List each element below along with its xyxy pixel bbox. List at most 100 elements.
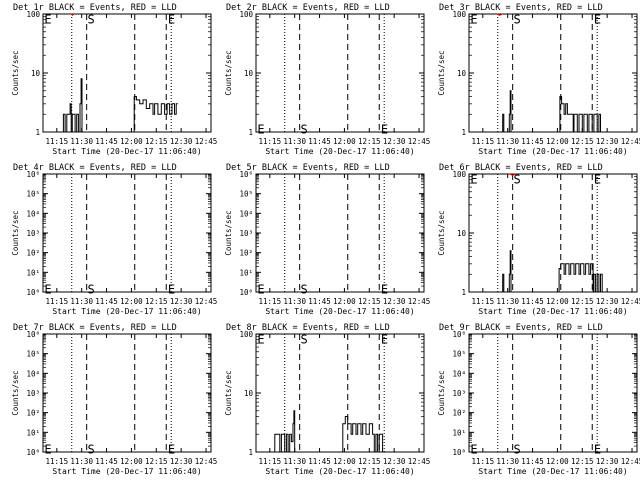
marker-label-e: E <box>470 172 477 186</box>
y-tick-label: 1 <box>248 128 253 137</box>
x-tick-label: 11:45 <box>308 297 331 306</box>
plot-frame <box>468 13 638 133</box>
x-tick-label: 11:15 <box>46 297 69 306</box>
x-tick-label: 12:45 <box>408 457 431 466</box>
y-tick-label: 100 <box>26 10 40 19</box>
y-tick-label: 10 <box>457 229 467 238</box>
x-tick-label: 12:45 <box>195 137 218 146</box>
y-tick-label: 1 <box>35 128 40 137</box>
x-tick-label: 12:30 <box>596 137 619 146</box>
panel-title: Det 8r BLACK = Events, RED = LLD <box>226 323 390 333</box>
y-axis-label: Counts/sec <box>11 210 20 255</box>
x-tick-label: 12:45 <box>621 297 640 306</box>
panel-5: Det 5r BLACK = Events, RED = LLD 11:15 11:… <box>224 163 430 316</box>
marker-label-e: E <box>381 282 388 296</box>
x-axis-label: Start Time (20-Dec-17 11:06:40) <box>52 147 201 156</box>
x-tick-label: 12:30 <box>383 297 406 306</box>
lld-series <box>509 173 517 176</box>
x-tick-label: 11:15 <box>472 457 495 466</box>
x-tick-label: 11:30 <box>70 137 93 146</box>
marker-label-s: S <box>513 442 520 456</box>
plot-frame <box>255 13 425 133</box>
x-axis-label: Start Time (20-Dec-17 11:06:40) <box>52 307 201 316</box>
x-tick-label: 12:00 <box>120 137 143 146</box>
x-axis-label: Start Time (20-Dec-17 11:06:40) <box>265 147 414 156</box>
x-tick-label: 11:15 <box>259 297 282 306</box>
y-tick-label: 10⁶ <box>26 170 40 179</box>
y-axis-label: Counts/sec <box>11 50 20 95</box>
x-tick-label: 12:15 <box>358 457 381 466</box>
x-tick-label: 12:00 <box>120 297 143 306</box>
marker-label-e: E <box>594 172 601 186</box>
marker-label-e: E <box>44 442 51 456</box>
marker-label-e: E <box>381 332 388 346</box>
y-tick-label: 1 <box>248 448 253 457</box>
events-series <box>502 90 601 133</box>
y-tick-label: 10³ <box>26 229 40 238</box>
marker-label-s: S <box>300 122 307 136</box>
y-tick-label: 10³ <box>26 389 40 398</box>
y-axis-label: Counts/sec <box>437 50 446 95</box>
marker-label-e: E <box>168 12 175 26</box>
marker-label-e: E <box>44 282 51 296</box>
panel-9: Det 9r BLACK = Events, RED = LLD 11:15 11:… <box>437 323 640 476</box>
x-tick-label: 12:00 <box>546 137 569 146</box>
x-tick-label: 12:15 <box>358 297 381 306</box>
x-tick-label: 12:00 <box>546 297 569 306</box>
x-tick-label: 12:30 <box>596 297 619 306</box>
x-tick-label: 12:00 <box>120 457 143 466</box>
marker-label-e: E <box>594 442 601 456</box>
y-axis-label: Counts/sec <box>437 210 446 255</box>
x-tick-label: 12:15 <box>571 457 594 466</box>
x-tick-label: 12:45 <box>408 137 431 146</box>
x-tick-label: 12:00 <box>546 457 569 466</box>
y-axis-label: Counts/sec <box>224 370 233 415</box>
marker-label-s: S <box>87 442 94 456</box>
events-series <box>274 410 384 453</box>
plot-frame <box>42 173 212 293</box>
y-tick-label: 10⁰ <box>26 288 40 297</box>
x-axis-label: Start Time (20-Dec-17 11:06:40) <box>478 307 627 316</box>
y-tick-label: 10¹ <box>239 268 253 277</box>
y-tick-label: 10 <box>244 389 254 398</box>
x-tick-label: 11:45 <box>521 137 544 146</box>
y-tick-label: 100 <box>452 170 466 179</box>
events-series <box>62 78 178 133</box>
panel-title: Det 9r BLACK = Events, RED = LLD <box>439 323 603 333</box>
y-tick-label: 100 <box>452 10 466 19</box>
marker-label-s: S <box>87 12 94 26</box>
panel-title: Det 4r BLACK = Events, RED = LLD <box>13 163 177 173</box>
marker-label-e: E <box>257 282 264 296</box>
y-tick-label: 10 <box>244 69 254 78</box>
marker-label-e: E <box>44 12 51 26</box>
panel-title: Det 5r BLACK = Events, RED = LLD <box>226 163 390 173</box>
plot-frame <box>468 173 638 293</box>
y-tick-label: 10¹ <box>26 268 40 277</box>
x-tick-label: 12:00 <box>333 297 356 306</box>
x-tick-label: 11:30 <box>496 137 519 146</box>
y-tick-label: 10⁴ <box>239 209 253 218</box>
marker-label-e: E <box>257 122 264 136</box>
y-tick-label: 10⁵ <box>239 190 253 199</box>
x-tick-label: 11:45 <box>521 457 544 466</box>
x-tick-label: 12:00 <box>333 137 356 146</box>
y-tick-label: 100 <box>239 330 253 339</box>
marker-label-e: E <box>594 12 601 26</box>
x-tick-label: 11:30 <box>283 137 306 146</box>
x-tick-label: 12:30 <box>383 457 406 466</box>
marker-label-e: E <box>470 442 477 456</box>
y-tick-label: 100 <box>239 10 253 19</box>
x-axis-label: Start Time (20-Dec-17 11:06:40) <box>478 147 627 156</box>
y-tick-label: 10⁴ <box>26 369 40 378</box>
y-tick-label: 10⁰ <box>452 448 466 457</box>
marker-label-e: E <box>168 442 175 456</box>
x-tick-label: 12:00 <box>333 457 356 466</box>
panel-title: Det 1r BLACK = Events, RED = LLD <box>13 3 177 13</box>
y-tick-label: 10⁵ <box>26 350 40 359</box>
x-tick-label: 11:15 <box>259 137 282 146</box>
y-tick-label: 10³ <box>239 229 253 238</box>
marker-label-s: S <box>300 282 307 296</box>
